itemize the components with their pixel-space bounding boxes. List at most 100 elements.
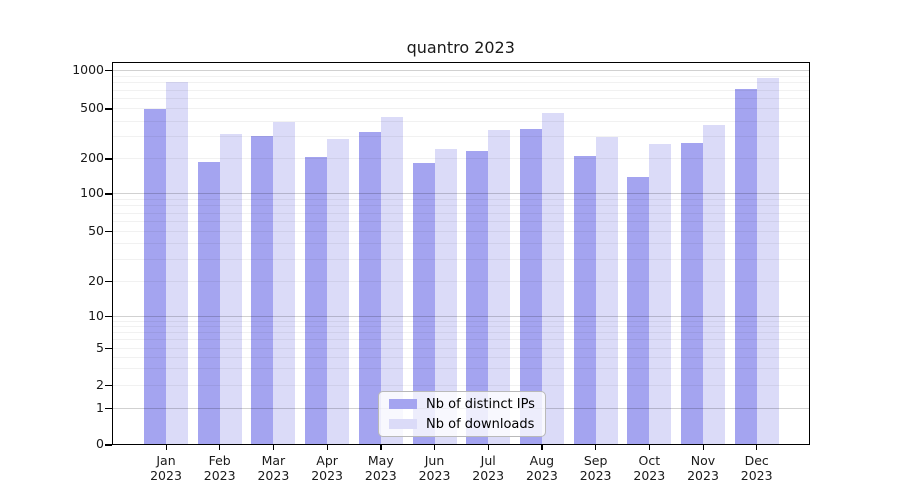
bar-distinct-ips-dec-2023: [734, 89, 757, 444]
x-tick-label: Mar 2023: [257, 453, 290, 483]
x-axis-tick: [165, 445, 167, 450]
gridline-minor: [112, 120, 810, 122]
bar-distinct-ips-jul-2023: [466, 150, 489, 444]
gridline-minor: [112, 258, 810, 260]
y-tick-label: 20: [88, 273, 104, 288]
gridline-major: [112, 193, 810, 195]
legend-item-downloads: Nb of downloads: [389, 417, 535, 432]
x-axis-tick: [648, 445, 651, 450]
x-tick-label: Sep 2023: [579, 453, 612, 483]
gridline-minor: [112, 242, 810, 244]
bar-distinct-ips-mar-2023: [251, 136, 274, 444]
gridline-minor: [112, 230, 810, 232]
bar-downloads-jan-2023: [166, 81, 188, 444]
gridline-minor: [112, 212, 810, 214]
gridline-minor: [112, 326, 810, 327]
y-axis-tick: [105, 407, 112, 409]
y-tick-label: 10: [88, 307, 104, 323]
bar-distinct-ips-sep-2023: [573, 156, 596, 444]
x-tick-label: Feb 2023: [203, 453, 236, 483]
gridline-major: [112, 315, 810, 317]
x-tick-label: Aug 2023: [525, 453, 558, 483]
y-tick-label: 2: [96, 376, 104, 392]
bar-distinct-ips-oct-2023: [627, 177, 650, 444]
y-tick-label: 200: [80, 150, 104, 166]
y-axis-tick: [105, 70, 112, 72]
x-tick-label: Jul 2023: [472, 453, 505, 483]
legend-label-downloads: Nb of downloads: [426, 416, 535, 432]
gridline-minor: [112, 98, 810, 100]
gridline-minor: [112, 108, 810, 110]
gridline-minor: [112, 320, 810, 322]
bar-distinct-ips-jun-2023: [412, 162, 435, 444]
gridline-minor: [112, 356, 810, 358]
x-axis-tick: [756, 445, 758, 450]
y-tick-label: 5: [96, 339, 104, 355]
y-axis-tick: [105, 315, 112, 317]
legend-swatch-downloads: [389, 419, 417, 429]
gridline-minor: [112, 281, 810, 282]
y-tick-label: 1000: [72, 62, 104, 77]
bar-downloads-apr-2023: [327, 138, 350, 444]
bar-distinct-ips-may-2023: [358, 132, 381, 444]
x-axis-tick: [272, 445, 275, 450]
x-tick-label: Jan 2023: [150, 453, 182, 483]
x-axis-tick: [380, 445, 382, 450]
x-tick-label: Jun 2023: [418, 453, 451, 483]
bar-downloads-dec-2023: [756, 78, 779, 444]
y-tick-label: 1: [96, 399, 104, 415]
x-axis-tick: [541, 445, 543, 450]
x-axis-tick: [487, 445, 489, 450]
bar-downloads-sep-2023: [595, 136, 618, 444]
gridline-minor: [112, 82, 810, 84]
gridline-minor: [112, 384, 810, 386]
x-axis-tick: [326, 445, 328, 450]
chart-title: quantro 2023: [406, 38, 515, 57]
gridline-minor: [112, 75, 810, 77]
gridline-minor: [112, 347, 810, 349]
gridline-minor: [112, 205, 810, 207]
bar-downloads-aug-2023: [541, 113, 564, 444]
bar-distinct-ips-aug-2023: [519, 128, 542, 444]
y-axis-tick: [105, 193, 112, 195]
gridline-minor: [112, 89, 810, 91]
bar-distinct-ips-jan-2023: [144, 109, 166, 444]
y-axis-tick: [105, 444, 112, 446]
x-tick-label: Nov 2023: [687, 453, 719, 483]
gridline-minor: [112, 220, 810, 222]
x-tick-label: Oct 2023: [633, 453, 666, 483]
y-axis-tick: [105, 230, 112, 232]
y-tick-label: 100: [80, 185, 104, 201]
bar-downloads-nov-2023: [703, 125, 725, 444]
legend-label-distinct-ips: Nb of distinct IPs: [426, 396, 535, 412]
x-tick-label: May 2023: [364, 453, 397, 483]
bar-downloads-mar-2023: [273, 121, 296, 444]
x-axis-tick: [434, 445, 436, 450]
y-axis-tick: [105, 158, 112, 160]
y-axis-tick: [105, 281, 112, 283]
x-axis-tick: [702, 445, 704, 450]
x-axis-tick: [219, 445, 221, 450]
gridline-minor: [112, 199, 810, 200]
legend: Nb of distinct IPs Nb of downloads: [378, 391, 546, 437]
gridline-major: [112, 70, 810, 71]
bar-downloads-feb-2023: [219, 134, 242, 444]
y-tick-label: 500: [80, 100, 104, 116]
gridline-minor: [112, 339, 810, 341]
bar-distinct-ips-apr-2023: [305, 157, 328, 444]
y-tick-label: 50: [88, 222, 104, 238]
x-tick-label: Dec 2023: [740, 453, 773, 483]
y-tick-label: 0: [96, 436, 104, 452]
bar-downloads-jun-2023: [434, 149, 457, 444]
y-axis-tick: [105, 108, 112, 110]
gridline-minor: [112, 158, 810, 160]
bar-distinct-ips-feb-2023: [197, 162, 220, 444]
y-axis-tick: [105, 347, 112, 349]
y-axis-tick: [105, 384, 112, 386]
gridline-minor: [112, 332, 810, 334]
legend-item-distinct-ips: Nb of distinct IPs: [389, 397, 535, 412]
gridline-minor: [112, 368, 810, 370]
x-axis-tick: [595, 445, 597, 450]
bar-distinct-ips-nov-2023: [681, 142, 703, 444]
